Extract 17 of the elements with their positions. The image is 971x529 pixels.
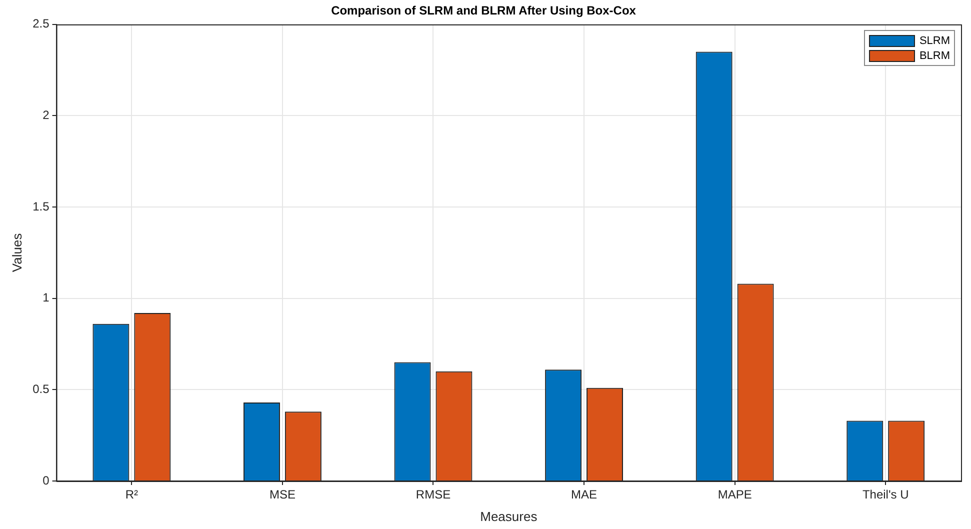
y-tick-label: 1 bbox=[42, 290, 50, 305]
legend-label: SLRM bbox=[919, 34, 950, 47]
x-tick-label: MAE bbox=[571, 488, 598, 502]
x-axis-title: Measures bbox=[480, 508, 538, 524]
y-tick-label: 2.5 bbox=[32, 16, 50, 31]
y-tick-label: 0 bbox=[42, 473, 50, 488]
x-tick-label: R² bbox=[125, 488, 138, 502]
legend-label: BLRM bbox=[919, 50, 950, 62]
x-tick-label: MAPE bbox=[718, 488, 752, 502]
x-tick-label: RMSE bbox=[416, 488, 451, 502]
y-tick-label: 2 bbox=[42, 108, 50, 122]
x-tick-label: MSE bbox=[269, 488, 296, 502]
x-tick-label: Theil's U bbox=[862, 488, 909, 502]
y-tick-label: 0.5 bbox=[32, 382, 50, 396]
chart-title: Comparison of SLRM and BLRM After Using Box-Cox bbox=[331, 4, 636, 18]
y-axis-title: Values bbox=[9, 232, 24, 272]
y-tick-label: 1.5 bbox=[32, 199, 50, 214]
